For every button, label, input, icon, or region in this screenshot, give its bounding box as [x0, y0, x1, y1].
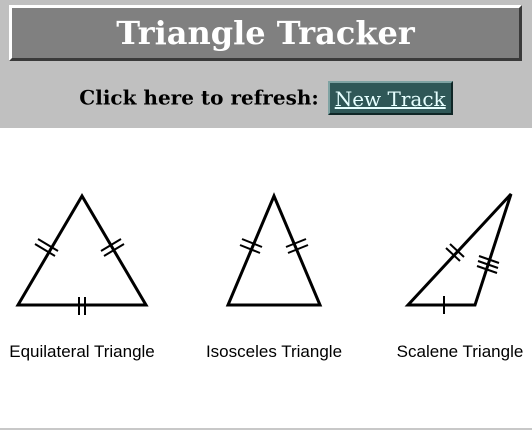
scalene-triangle-figure [404, 192, 513, 314]
equilateral-triangle-figure [15, 193, 149, 315]
refresh-row: Click here to refresh: New Track [0, 78, 532, 115]
new-track-button[interactable]: New Track [327, 80, 453, 115]
scalene-triangle-label: Scalene Triangle [396, 342, 524, 361]
page-title: Triangle Tracker [9, 5, 522, 61]
isosceles-triangle-label: Isosceles Triangle [205, 342, 343, 361]
refresh-label: Click here to refresh: [79, 85, 319, 110]
bottom-divider [0, 428, 532, 430]
triangle-gallery: Equilateral Triangle Isosceles Triangle … [0, 128, 532, 428]
equilateral-triangle-label: Equilateral Triangle [9, 342, 155, 361]
header-bar: Triangle Tracker Click here to refresh: … [0, 0, 532, 128]
isosceles-triangle-figure [225, 192, 323, 307]
